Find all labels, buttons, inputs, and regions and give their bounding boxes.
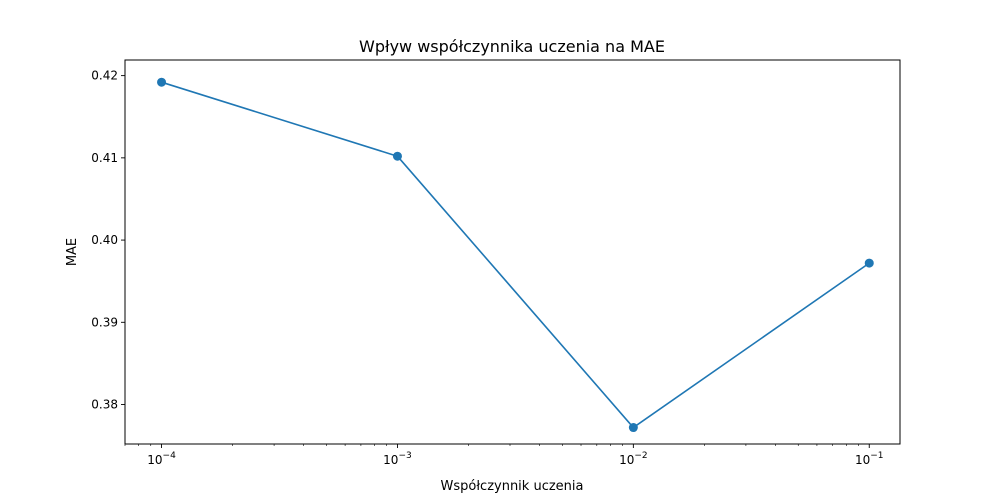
data-point [157, 77, 167, 87]
x-axis: 10−4 10−3 10−2 10−1 [124, 444, 884, 467]
x-axis-title: Współczynnik uczenia [441, 479, 584, 494]
x-tick-label: 10−3 [383, 451, 412, 467]
data-point [628, 423, 638, 433]
data-point [392, 151, 402, 161]
y-tick-label: 0.39 [91, 315, 118, 329]
y-axis-title: MAE [65, 238, 80, 266]
x-tick-label: 10−4 [147, 451, 176, 467]
axes-frame [124, 59, 901, 445]
x-tick-label: 10−2 [619, 451, 648, 467]
y-tick-label: 0.40 [91, 233, 118, 247]
y-tick-label: 0.38 [91, 398, 118, 412]
chart-title: Wpływ współczynnika uczenia na MAE [359, 37, 665, 56]
x-tick-label: 10−1 [855, 451, 884, 467]
y-axis: 0.38 0.39 0.40 0.41 0.42 [91, 69, 125, 412]
y-tick-label: 0.41 [91, 151, 118, 165]
data-point [864, 258, 874, 268]
y-tick-label: 0.42 [91, 69, 118, 83]
plot-area [157, 77, 874, 433]
series-line [161, 81, 870, 429]
